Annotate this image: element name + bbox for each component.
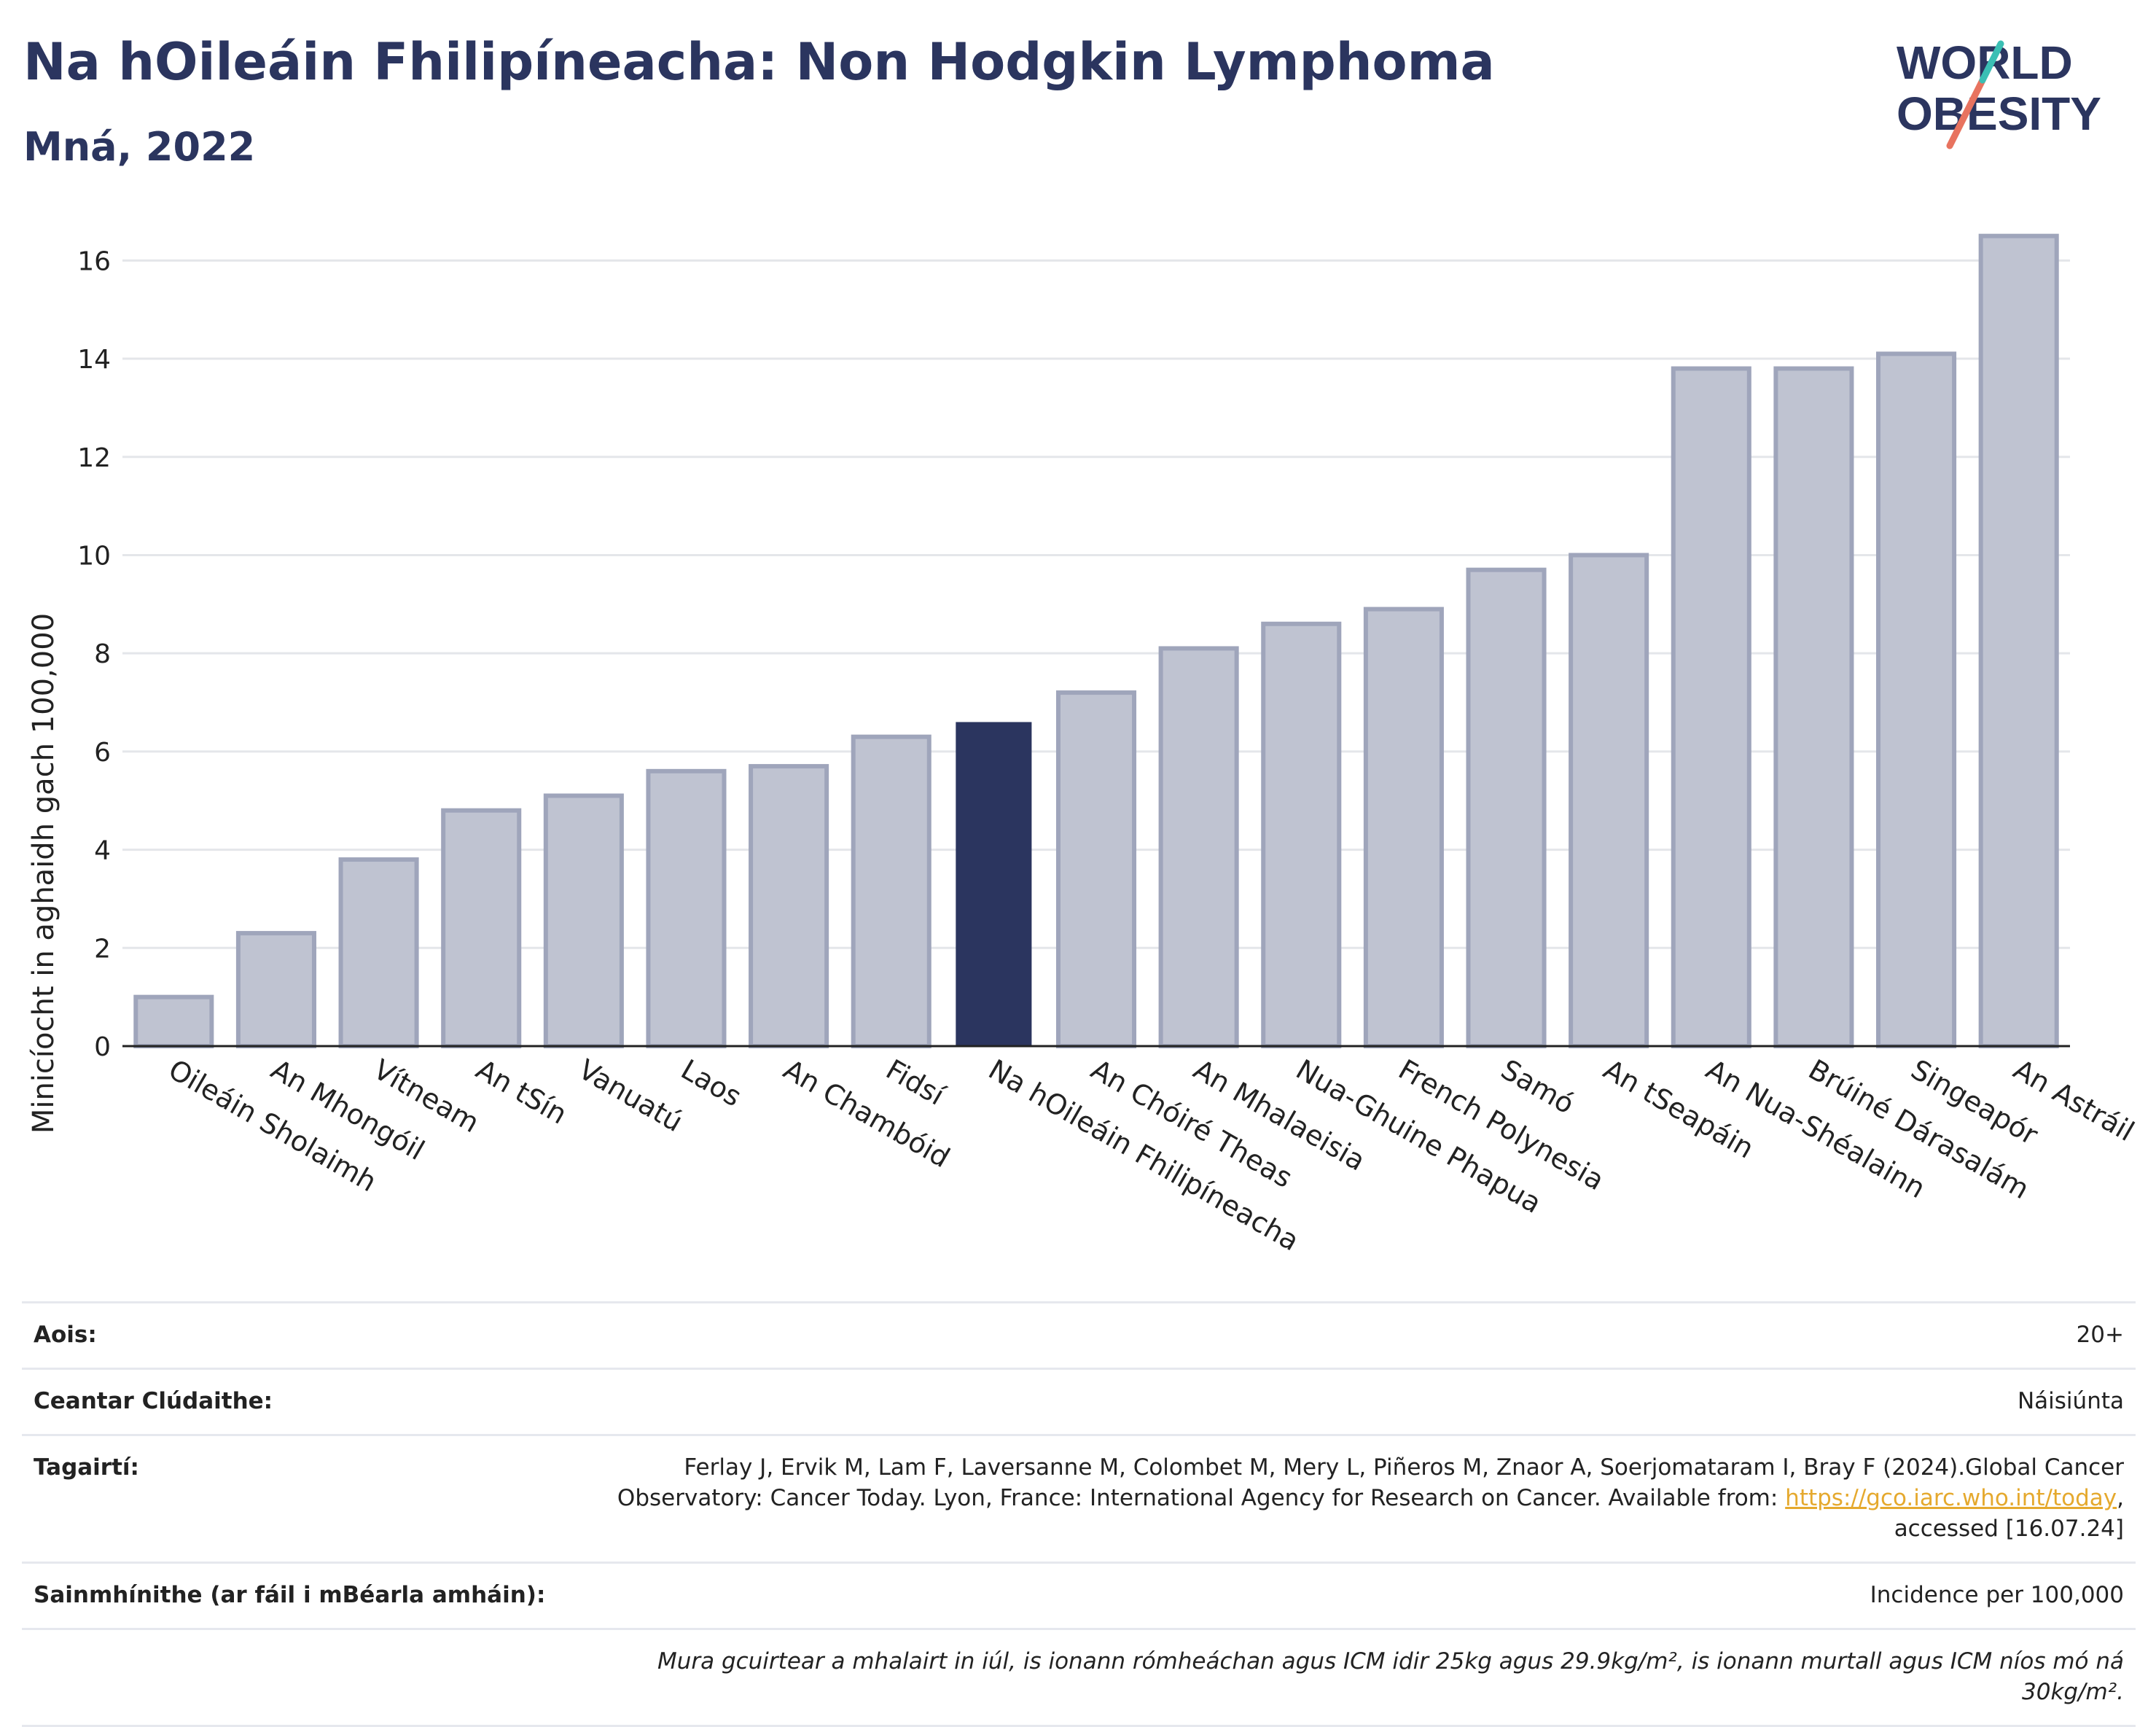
references-text-1: Ferlay J, Ervik M, Lam F, Laversanne M, …: [684, 1454, 2124, 1481]
bar: [338, 857, 419, 1049]
definitions-label: Sainmhínithe (ar fáil i mBéarla amháin):: [22, 1562, 570, 1629]
logo-line2: OBESITY: [1897, 87, 2101, 140]
references-row: Tagairtí: Ferlay J, Ervik M, Lam F, Lave…: [22, 1434, 2136, 1563]
bar: [1671, 366, 1751, 1048]
x-tick-label: Fidsí: [880, 1053, 950, 1112]
bar: [1261, 621, 1342, 1048]
references-text-4: accessed [16.07.24]: [1894, 1516, 2124, 1542]
bar: [1978, 233, 2059, 1048]
bar: [1466, 567, 1547, 1048]
coverage-row: Ceantar Clúdaithe: Náisiúnta: [22, 1368, 2136, 1435]
bar: [235, 931, 316, 1049]
logo-slash-red: [1946, 77, 1986, 149]
definitions-value: Incidence per 100,000: [570, 1562, 2136, 1629]
references-label: Tagairtí:: [22, 1434, 570, 1563]
y-tick-label: 14: [77, 345, 111, 375]
references-value: Ferlay J, Ervik M, Lam F, Laversanne M, …: [570, 1434, 2136, 1563]
x-tick-label: An tSín: [471, 1053, 573, 1131]
bar: [646, 768, 727, 1049]
age-label: Aois:: [22, 1301, 570, 1369]
y-tick-label: 6: [94, 738, 111, 768]
bar: [441, 808, 522, 1048]
coverage-value: Náisiúnta: [570, 1368, 2136, 1435]
y-tick-label: 2: [94, 934, 111, 964]
references-text-2: Observatory: Cancer Today. Lyon, France:…: [617, 1485, 1786, 1511]
age-row: Aois: 20+: [22, 1301, 2136, 1369]
bar: [1773, 366, 1854, 1048]
references-link[interactable]: https://gco.iarc.who.int/today: [1785, 1485, 2117, 1511]
bar: [749, 764, 829, 1049]
bar: [1055, 690, 1137, 1048]
definitions-row: Sainmhínithe (ar fáil i mBéarla amháin):…: [22, 1562, 2136, 1629]
bar: [1158, 646, 1239, 1048]
y-tick-label: 0: [94, 1032, 111, 1062]
bar: [956, 722, 1032, 1046]
y-tick-label: 12: [77, 443, 111, 473]
y-tick-label: 16: [77, 246, 111, 276]
note-row: Mura gcuirtear a mhalairt in iúl, is ion…: [22, 1628, 2136, 1727]
y-tick-label: 10: [77, 541, 111, 571]
metadata-table: Aois: 20+ Ceantar Clúdaithe: Náisiúnta T…: [22, 1301, 2136, 1727]
x-tick-label: Laos: [676, 1053, 747, 1113]
bar: [543, 793, 624, 1048]
page-subtitle: Mná, 2022: [23, 124, 256, 170]
bar: [1569, 553, 1649, 1048]
footnote: Mura gcuirtear a mhalairt in iúl, is ion…: [570, 1628, 2136, 1727]
references-text-3: ,: [2117, 1485, 2124, 1511]
bar: [133, 994, 214, 1049]
logo-slash-teal: [1979, 40, 2004, 84]
world-obesity-logo: WORLD OBESITY: [1897, 36, 2101, 149]
x-tick-label: Vanuatú: [573, 1053, 688, 1138]
age-value: 20+: [570, 1301, 2136, 1369]
y-tick-label: 4: [94, 836, 111, 866]
bar: [851, 734, 931, 1048]
bar: [1363, 607, 1444, 1048]
coverage-label: Ceantar Clúdaithe:: [22, 1368, 570, 1435]
bar: [1876, 351, 1957, 1048]
y-tick-label: 8: [94, 639, 111, 669]
page-title: Na hOileáin Fhilipíneacha: Non Hodgkin L…: [23, 32, 1495, 92]
